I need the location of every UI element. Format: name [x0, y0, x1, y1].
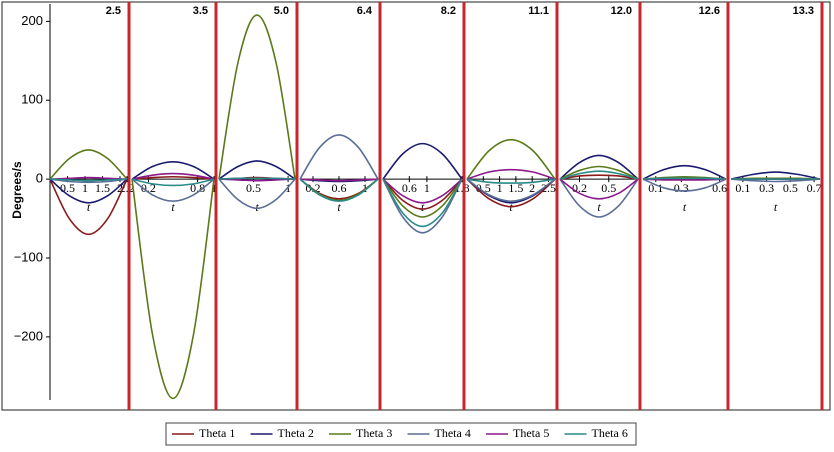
legend-label: Theta 3 — [356, 426, 392, 440]
legend-label: Theta 2 — [278, 426, 314, 440]
series-line — [559, 165, 639, 180]
series-line — [730, 178, 821, 183]
series-line — [299, 134, 379, 180]
panel-label: 13.3 — [793, 5, 814, 17]
series-line — [382, 178, 463, 218]
series-line — [730, 171, 821, 180]
x-tick-label: 0.5 — [783, 181, 798, 195]
x-tick-label: 0.7 — [807, 181, 822, 195]
y-tick-label: 0 — [36, 171, 43, 186]
x-axis-label: t — [597, 200, 601, 214]
series-line — [559, 154, 639, 180]
series-line — [218, 178, 296, 210]
legend-label: Theta 5 — [513, 426, 549, 440]
x-axis-label: t — [87, 200, 91, 214]
x-axis-label: t — [171, 200, 175, 214]
y-tick-label: 200 — [21, 13, 43, 28]
series-line — [642, 164, 727, 180]
series-line — [559, 170, 639, 180]
series-line — [382, 178, 463, 210]
legend-label: Theta 6 — [592, 426, 628, 440]
series-line — [49, 149, 128, 180]
panel-label: 11.1 — [528, 5, 549, 17]
x-axis-label: t — [683, 200, 687, 214]
x-tick-label: 0.6 — [332, 181, 347, 195]
x-tick-label: 0.1 — [648, 181, 663, 195]
x-tick-label: 0.3 — [759, 181, 774, 195]
x-tick-label: 2.5 — [541, 181, 556, 195]
x-tick-label: 1 — [497, 181, 503, 195]
panel-label: 3.5 — [193, 5, 208, 17]
panel-label: 8.2 — [441, 5, 456, 17]
series-line — [299, 178, 379, 203]
series-line — [131, 178, 215, 187]
y-tick-label: −100 — [14, 249, 43, 264]
x-tick-label: 1.5 — [508, 181, 523, 195]
series-line — [559, 174, 639, 180]
x-tick-label: 0.5 — [246, 181, 261, 195]
y-tick-label: −200 — [14, 328, 43, 343]
series-line — [49, 178, 128, 184]
series-line — [49, 178, 128, 182]
series-line — [131, 175, 215, 180]
series-line — [218, 160, 296, 180]
series-line — [466, 168, 556, 180]
series-line — [382, 178, 463, 228]
series-line — [642, 177, 727, 180]
x-tick-label: 0.6 — [402, 181, 417, 195]
series-line — [49, 176, 128, 180]
plot-frame — [1, 1, 831, 411]
series-line — [218, 178, 296, 182]
series-line — [559, 178, 639, 218]
x-tick-label: 0.1 — [735, 181, 750, 195]
panel-label: 12.6 — [699, 5, 720, 17]
legend-box — [165, 422, 637, 446]
legend-label: Theta 4 — [435, 426, 471, 440]
series-line — [131, 178, 215, 203]
series-line — [218, 14, 296, 180]
series-line — [49, 178, 128, 236]
panel-label: 6.4 — [357, 5, 373, 17]
y-tick-label: 100 — [21, 92, 43, 107]
x-axis-label: t — [774, 200, 778, 214]
series-line — [466, 178, 556, 203]
series-line — [466, 138, 556, 180]
series-line — [49, 178, 128, 204]
series-line — [559, 178, 639, 200]
x-tick-label: 0.6 — [712, 181, 727, 195]
x-tick-label: 1.5 — [95, 181, 110, 195]
series-line — [466, 178, 556, 208]
x-tick-label: 2 — [117, 181, 123, 195]
panel-label: 5.0 — [274, 5, 289, 17]
series-line — [466, 178, 556, 184]
y-axis-label: Degrees/s — [10, 161, 24, 219]
panel-label: 2.5 — [106, 5, 121, 17]
x-axis-label: t — [255, 200, 259, 214]
series-line — [382, 178, 463, 204]
series-line — [218, 177, 296, 180]
x-tick-label: 2.2 — [120, 181, 135, 195]
x-tick-label: 1 — [211, 181, 217, 195]
x-axis-label: t — [337, 200, 341, 214]
x-tick-label: 1 — [424, 181, 430, 195]
x-tick-label: 0.5 — [601, 181, 616, 195]
x-tick-label: 0.5 — [60, 181, 75, 195]
x-tick-label: 2 — [529, 181, 535, 195]
legend-label: Theta 1 — [199, 426, 235, 440]
x-tick-label: 0.3 — [674, 181, 689, 195]
series-line — [131, 172, 215, 180]
series-line — [131, 160, 215, 180]
series-line — [382, 142, 463, 180]
x-axis-label: t — [421, 200, 425, 214]
x-tick-label: 1 — [362, 181, 368, 195]
series-line — [382, 178, 463, 234]
panel-label: 12.0 — [611, 5, 632, 17]
series-line — [299, 178, 379, 182]
series-line — [131, 179, 215, 400]
series-line — [642, 178, 727, 192]
x-tick-label: 1 — [82, 181, 88, 195]
series-line — [642, 178, 727, 181]
